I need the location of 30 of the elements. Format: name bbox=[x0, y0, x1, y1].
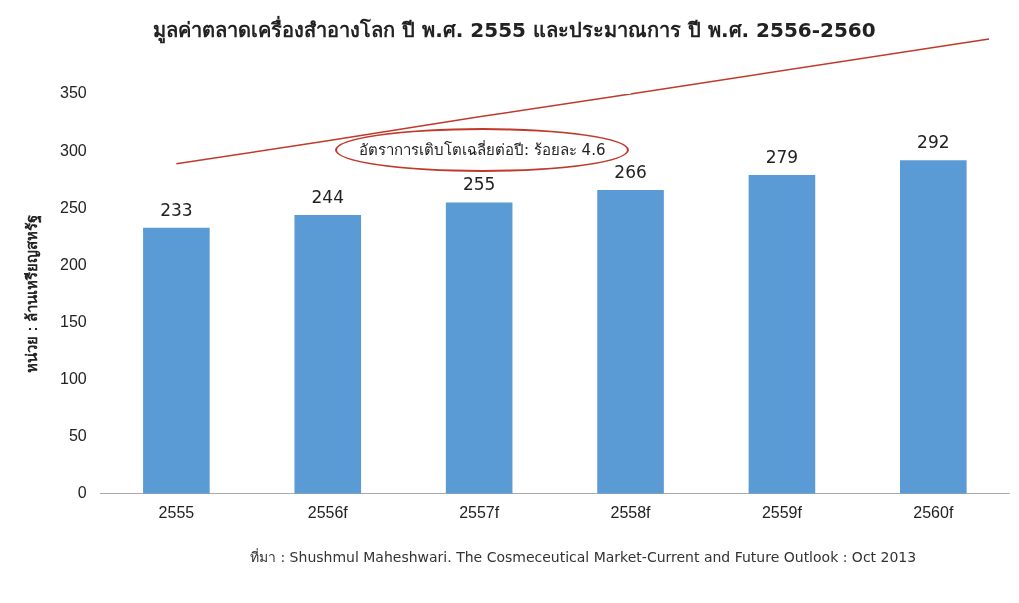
annotation: อัตราการเติบโตเฉลี่ยต่อปี: ร้อยละ 4.6 bbox=[359, 141, 606, 159]
y-axis-title: หน่วย : ล้านเหรียญสหรัฐ bbox=[23, 215, 43, 373]
y-tick-label: 100 bbox=[59, 369, 87, 387]
data-label: 233 bbox=[160, 199, 193, 220]
data-label: 266 bbox=[614, 161, 647, 182]
y-tick-label: 250 bbox=[59, 198, 87, 216]
bar bbox=[143, 227, 210, 494]
x-tick-label: 2559f bbox=[761, 503, 803, 521]
y-tick-label: 50 bbox=[68, 427, 87, 445]
bar bbox=[597, 189, 664, 494]
data-label: 292 bbox=[917, 132, 950, 153]
data-label: 255 bbox=[462, 174, 496, 195]
bar bbox=[900, 160, 967, 494]
data-label: 279 bbox=[765, 147, 799, 168]
bar bbox=[748, 175, 816, 494]
y-tick-label: 150 bbox=[59, 312, 87, 330]
x-tick-label: 2556f bbox=[307, 503, 349, 521]
chart-title: มูลค่าตลาดเครื่องสำอางโลก ปี พ.ศ. 2555 และประมาณการ ปี พ.ศ. 2556-2560 bbox=[153, 15, 876, 45]
y-tick-label: 200 bbox=[59, 255, 87, 273]
data-label: 244 bbox=[311, 187, 344, 207]
x-tick-label: 2557f bbox=[459, 503, 500, 521]
x-tick-label: 2560f bbox=[913, 503, 954, 521]
bar bbox=[294, 215, 362, 494]
x-tick-label: 2555 bbox=[158, 503, 195, 521]
x-tick-label: 2558f bbox=[610, 503, 652, 521]
y-tick-label: 0 bbox=[77, 484, 87, 502]
y-tick-label: 350 bbox=[59, 84, 87, 102]
bar bbox=[445, 202, 513, 494]
text: ที่มา : Shushmul Maheshwari. The Cosmeceutical Market-Current and Future Outlook : Oct 2013 bbox=[250, 547, 918, 567]
y-tick-label: 300 bbox=[59, 141, 87, 159]
